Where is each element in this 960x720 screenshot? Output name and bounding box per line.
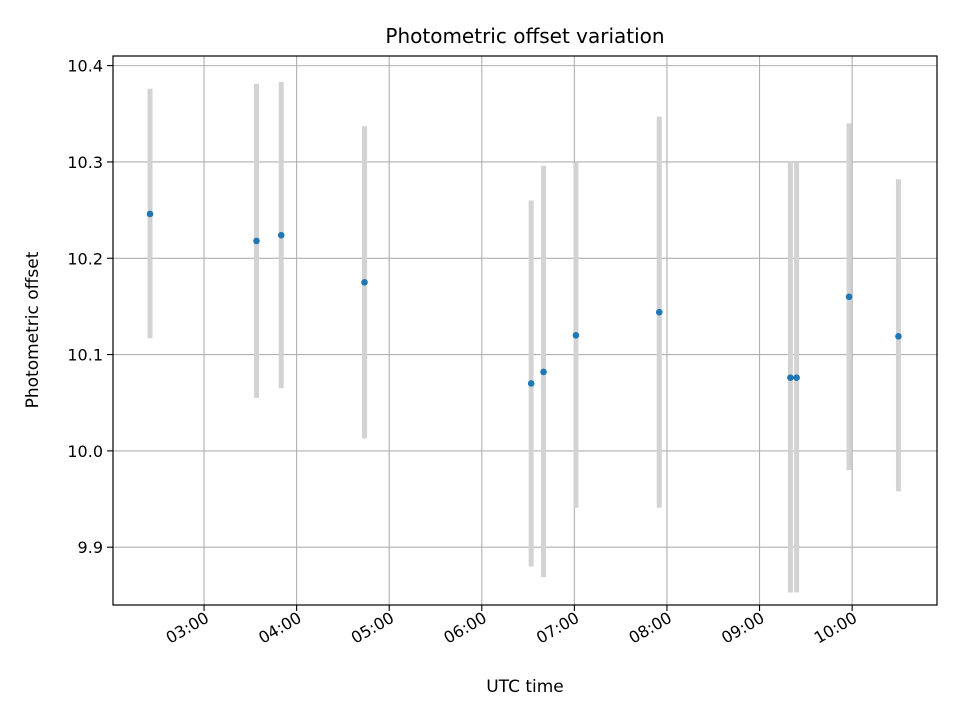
data-point [655, 308, 663, 316]
data-point [253, 237, 260, 245]
data-points [146, 210, 902, 387]
data-point [845, 293, 853, 301]
y-axis-ticks: 9.9 10.0 10.1 10.2 10.3 10.4 [67, 57, 113, 557]
data-point [146, 210, 154, 218]
y-tick-label: 10.4 [67, 57, 103, 76]
y-tick-label: 10.1 [67, 346, 103, 365]
chart-title: Photometric offset variation [385, 24, 664, 48]
y-axis-label: Photometric offset [23, 251, 43, 408]
data-point [895, 332, 902, 340]
data-point [793, 374, 800, 381]
y-tick-label: 10.2 [67, 249, 103, 268]
data-point [527, 380, 535, 387]
data-point [540, 368, 547, 376]
grid-lines [113, 56, 937, 605]
data-point [361, 279, 368, 286]
data-point [572, 332, 580, 339]
x-axis-label: UTC time [486, 677, 564, 697]
data-point [787, 374, 794, 381]
plot-frame [112, 55, 938, 606]
data-point [277, 231, 285, 239]
y-tick-label: 10.3 [67, 153, 103, 172]
y-tick-label: 10.0 [67, 442, 103, 461]
y-tick-label: 9.9 [78, 538, 103, 557]
